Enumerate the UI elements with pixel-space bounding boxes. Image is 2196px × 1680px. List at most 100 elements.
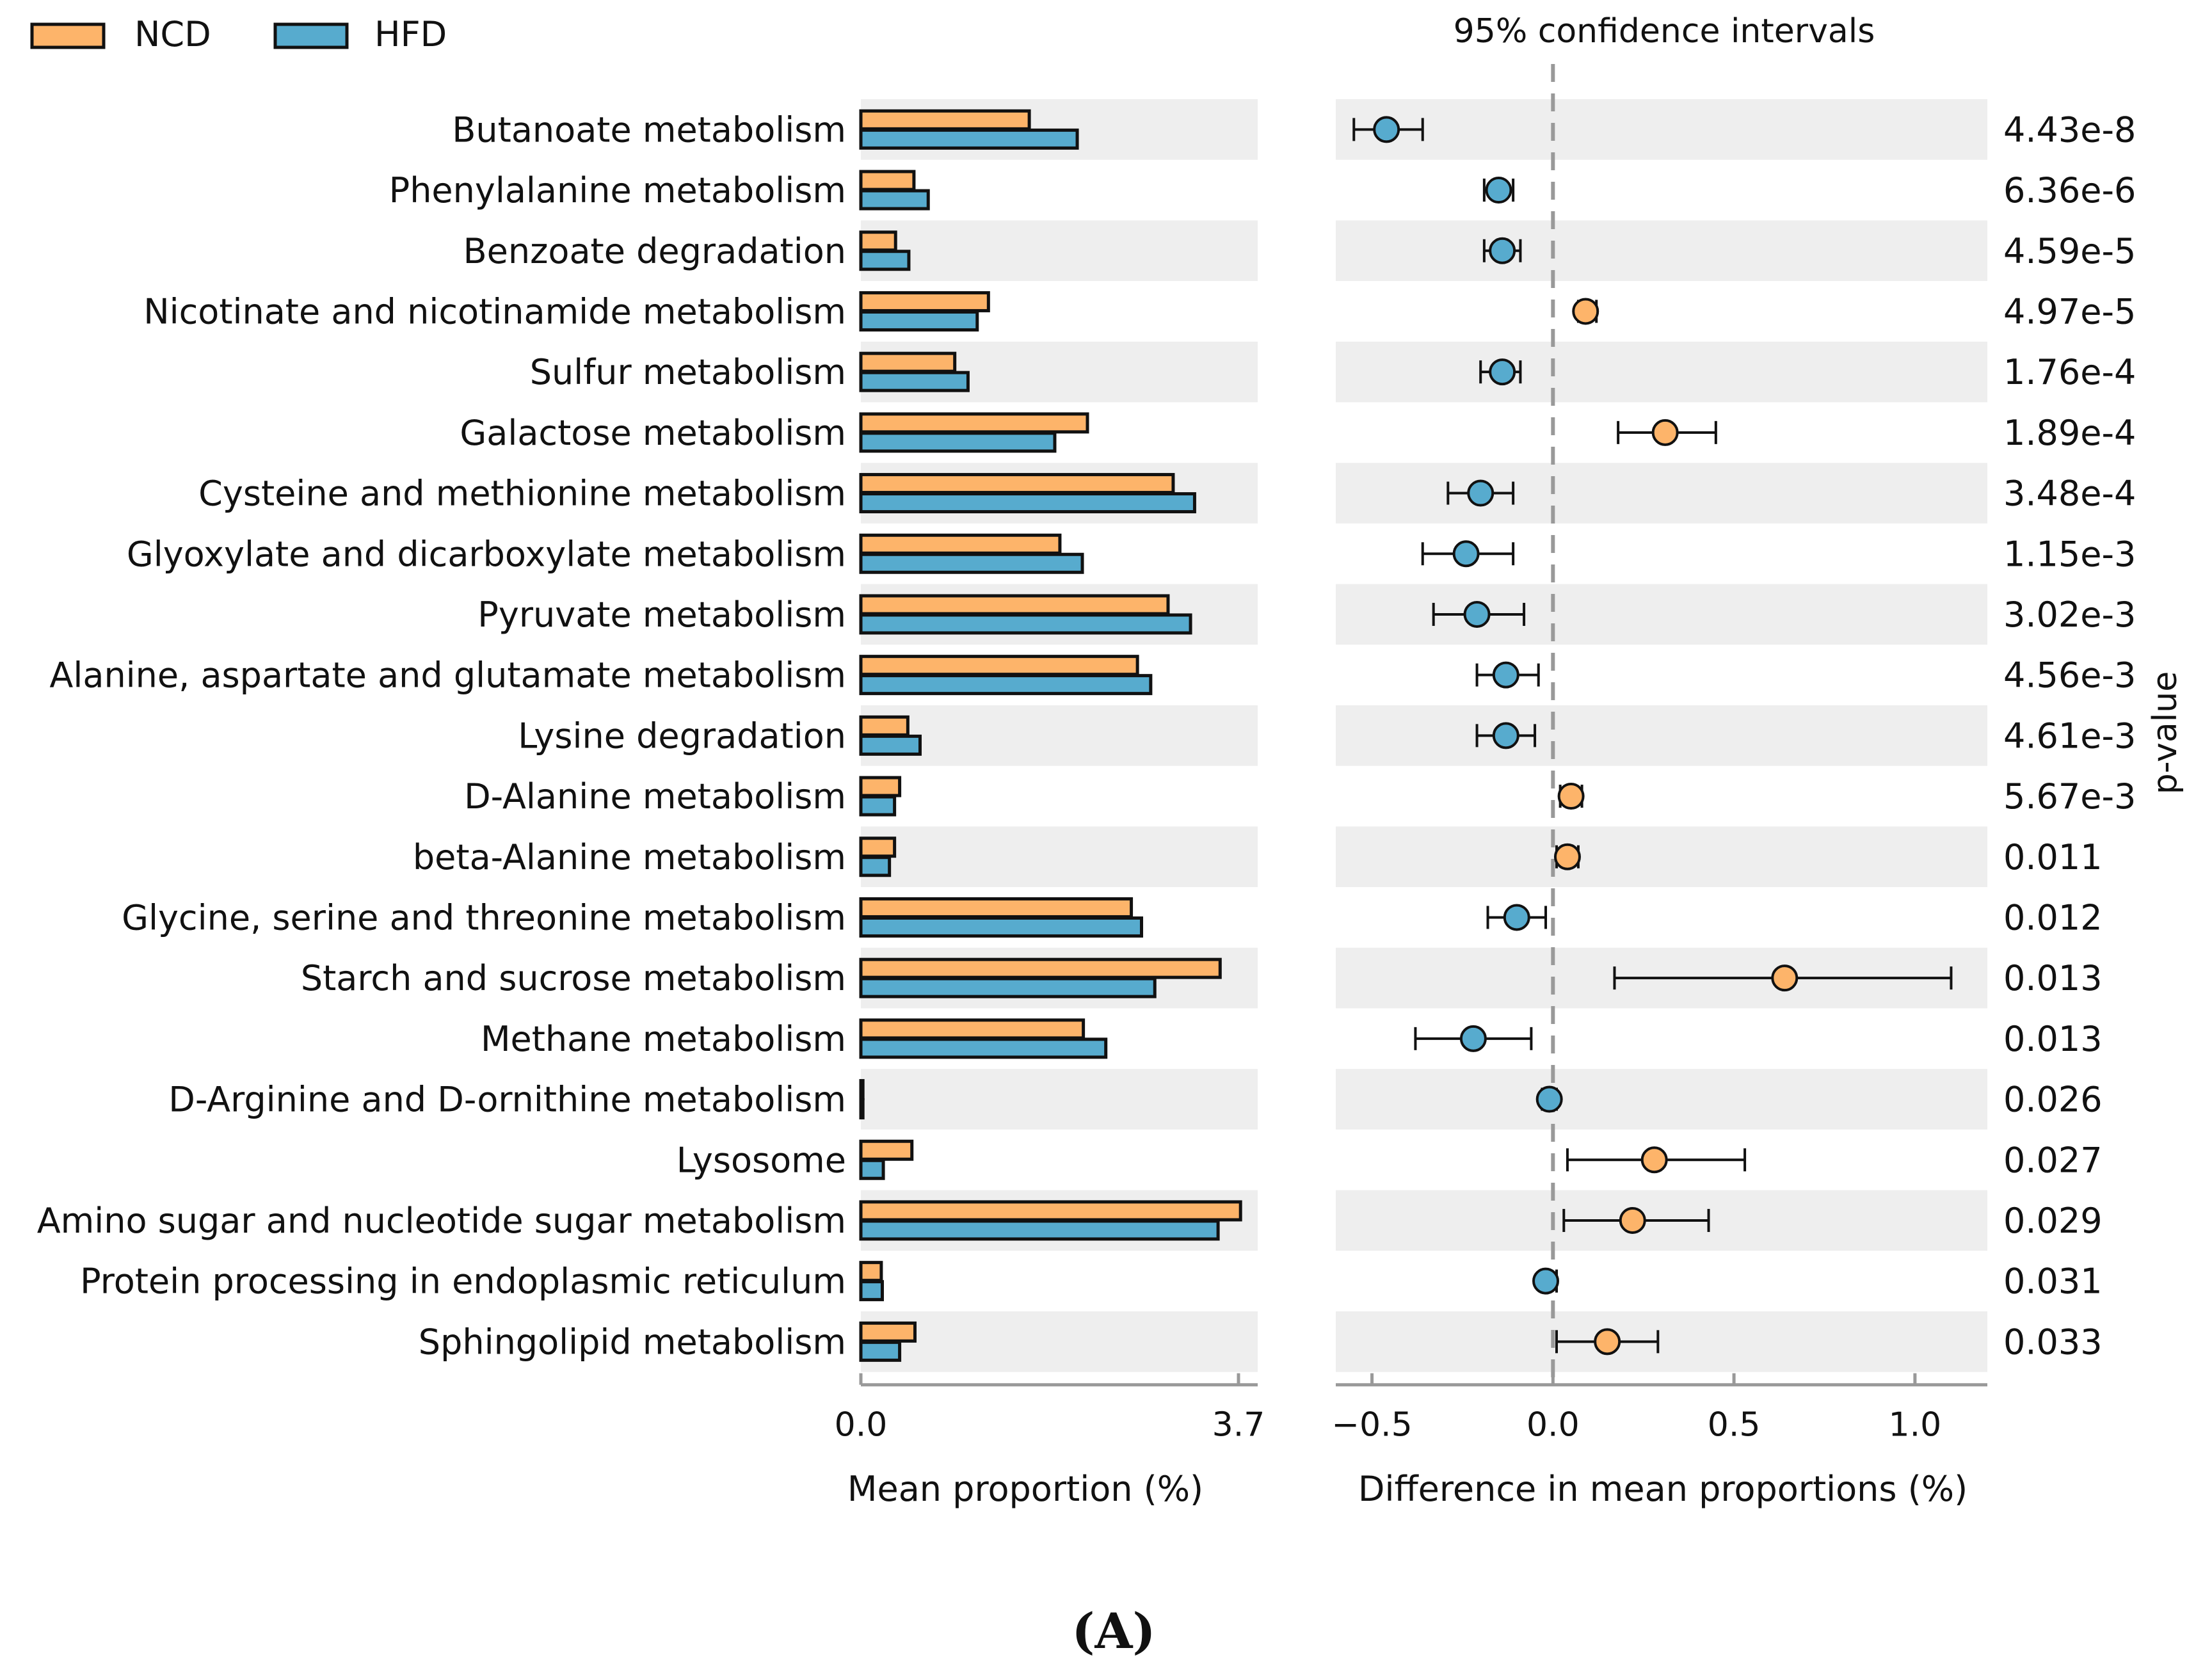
bar-hfd [859,552,1084,574]
bar-hfd [859,1158,885,1180]
category-label: Sphingolipid metabolism [419,1322,846,1362]
category-label: D-Arginine and D-ornithine metabolism [168,1080,846,1120]
category-label: Methane metabolism [481,1019,846,1059]
difference-point [1485,177,1512,204]
difference-point [1651,419,1679,446]
p-value: 0.026 [2003,1080,2103,1120]
category-label: Cysteine and methionine metabolism [198,474,846,514]
bar-hfd [859,1037,1108,1059]
bar-hfd [859,1280,884,1302]
right-x-axis-label: Difference in mean proportions (%) [1358,1469,1968,1509]
axes: 0.0 3.7 −0.5 0.0 0.5 1.0 [835,1373,1987,1444]
bar-hfd [859,674,1153,696]
row-band-right [1336,705,1987,766]
category-label: Phenylalanine metabolism [389,170,846,211]
category-label: Sulfur metabolism [530,352,846,392]
bar-hfd [859,1219,1220,1241]
legend-label-ncd: NCD [134,14,211,54]
left-x-axis-label: Mean proportion (%) [847,1469,1203,1509]
bar-ncd [859,897,1134,918]
row-band-right [1336,1311,1987,1372]
p-value: 4.43e-8 [2003,109,2136,150]
p-value: 0.011 [2003,837,2103,877]
row-band-left [861,826,1258,888]
category-label: Lysosome [677,1140,846,1180]
difference-point [1553,843,1581,870]
p-value: 3.02e-3 [2003,595,2136,635]
category-label: Protein processing in endoplasmic reticu… [80,1261,846,1302]
row-band-left [861,220,1258,282]
bar-hfd [859,1340,902,1362]
bar-hfd [859,128,1079,150]
difference-point [1572,298,1599,325]
row-band-right [1336,341,1987,403]
difference-point [1489,237,1516,264]
bar-ncd [859,473,1175,495]
difference-point [1771,964,1799,992]
p-value: 0.012 [2003,897,2103,938]
p-value: 0.013 [2003,958,2103,998]
bar-hfd [859,1098,865,1120]
bar-hfd [859,916,1144,938]
difference-ci-points [1352,116,1953,1356]
p-value: 0.029 [2003,1201,2103,1241]
category-label: D-Alanine metabolism [464,776,846,817]
category-label: Glycine, serine and threonine metabolism [122,897,846,938]
bar-hfd [859,250,911,271]
category-label: Lysine degradation [518,716,846,756]
difference-point [1452,540,1480,568]
panel-label: (A) [1072,1603,1156,1660]
difference-point [1640,1146,1668,1174]
p-value: 1.15e-3 [2003,534,2136,574]
p-value: 0.027 [2003,1140,2103,1180]
difference-point [1373,116,1400,143]
ci-title: 95% confidence intervals [1454,12,1875,51]
category-label: Pyruvate metabolism [477,595,846,635]
p-value-labels: 4.43e-8 6.36e-6 4.59e-5 4.97e-5 1.76e-4 1.89e… [2003,109,2136,1362]
category-label: Alanine, aspartate and glutamate metabol… [49,655,846,696]
bar-hfd [859,734,922,756]
p-value: 5.67e-3 [2003,776,2136,817]
difference-point [1489,358,1516,386]
row-band-right [1336,463,1987,524]
bar-hfd [859,856,892,877]
bar-ncd [859,1079,865,1101]
difference-point [1463,600,1491,628]
difference-point [1619,1206,1646,1234]
category-label: beta-Alanine metabolism [413,837,846,877]
category-label: Benzoate degradation [463,231,846,271]
right-tick-label: 1.0 [1889,1406,1942,1444]
p-value: 0.033 [2003,1322,2103,1362]
p-value: 1.89e-4 [2003,413,2136,453]
bar-ncd [859,351,957,373]
p-value: 4.56e-3 [2003,655,2136,696]
row-band-right [1336,826,1987,888]
bar-hfd [859,310,979,332]
left-tick-label: 3.7 [1212,1406,1265,1444]
difference-point [1532,1267,1560,1295]
bar-ncd [859,594,1170,616]
row-band-right [1336,220,1987,282]
category-labels: Butanoate metabolism Phenylalanine metabo… [37,109,846,1362]
bar-ncd [859,230,897,252]
p-value: 0.013 [2003,1019,2103,1059]
row-bands [861,99,1987,1372]
bar-ncd [859,1139,914,1161]
difference-point [1535,1085,1563,1113]
difference-point [1492,722,1519,749]
difference-point [1459,1025,1487,1052]
bar-ncd [859,1321,917,1343]
right-tick-label: 0.5 [1708,1406,1761,1444]
bar-ncd [859,957,1222,979]
p-value: 0.031 [2003,1261,2103,1302]
bar-ncd [859,1018,1086,1040]
bar-ncd [859,170,916,191]
bar-ncd [859,1200,1242,1222]
bar-ncd [859,836,897,858]
category-label: Glyoxylate and dicarboxylate metabolism [127,534,846,574]
difference-point [1503,904,1530,931]
row-band-right [1336,1069,1987,1130]
row-band-right [1336,99,1987,160]
left-tick-label: 0.0 [835,1406,888,1444]
bar-ncd [859,655,1139,676]
